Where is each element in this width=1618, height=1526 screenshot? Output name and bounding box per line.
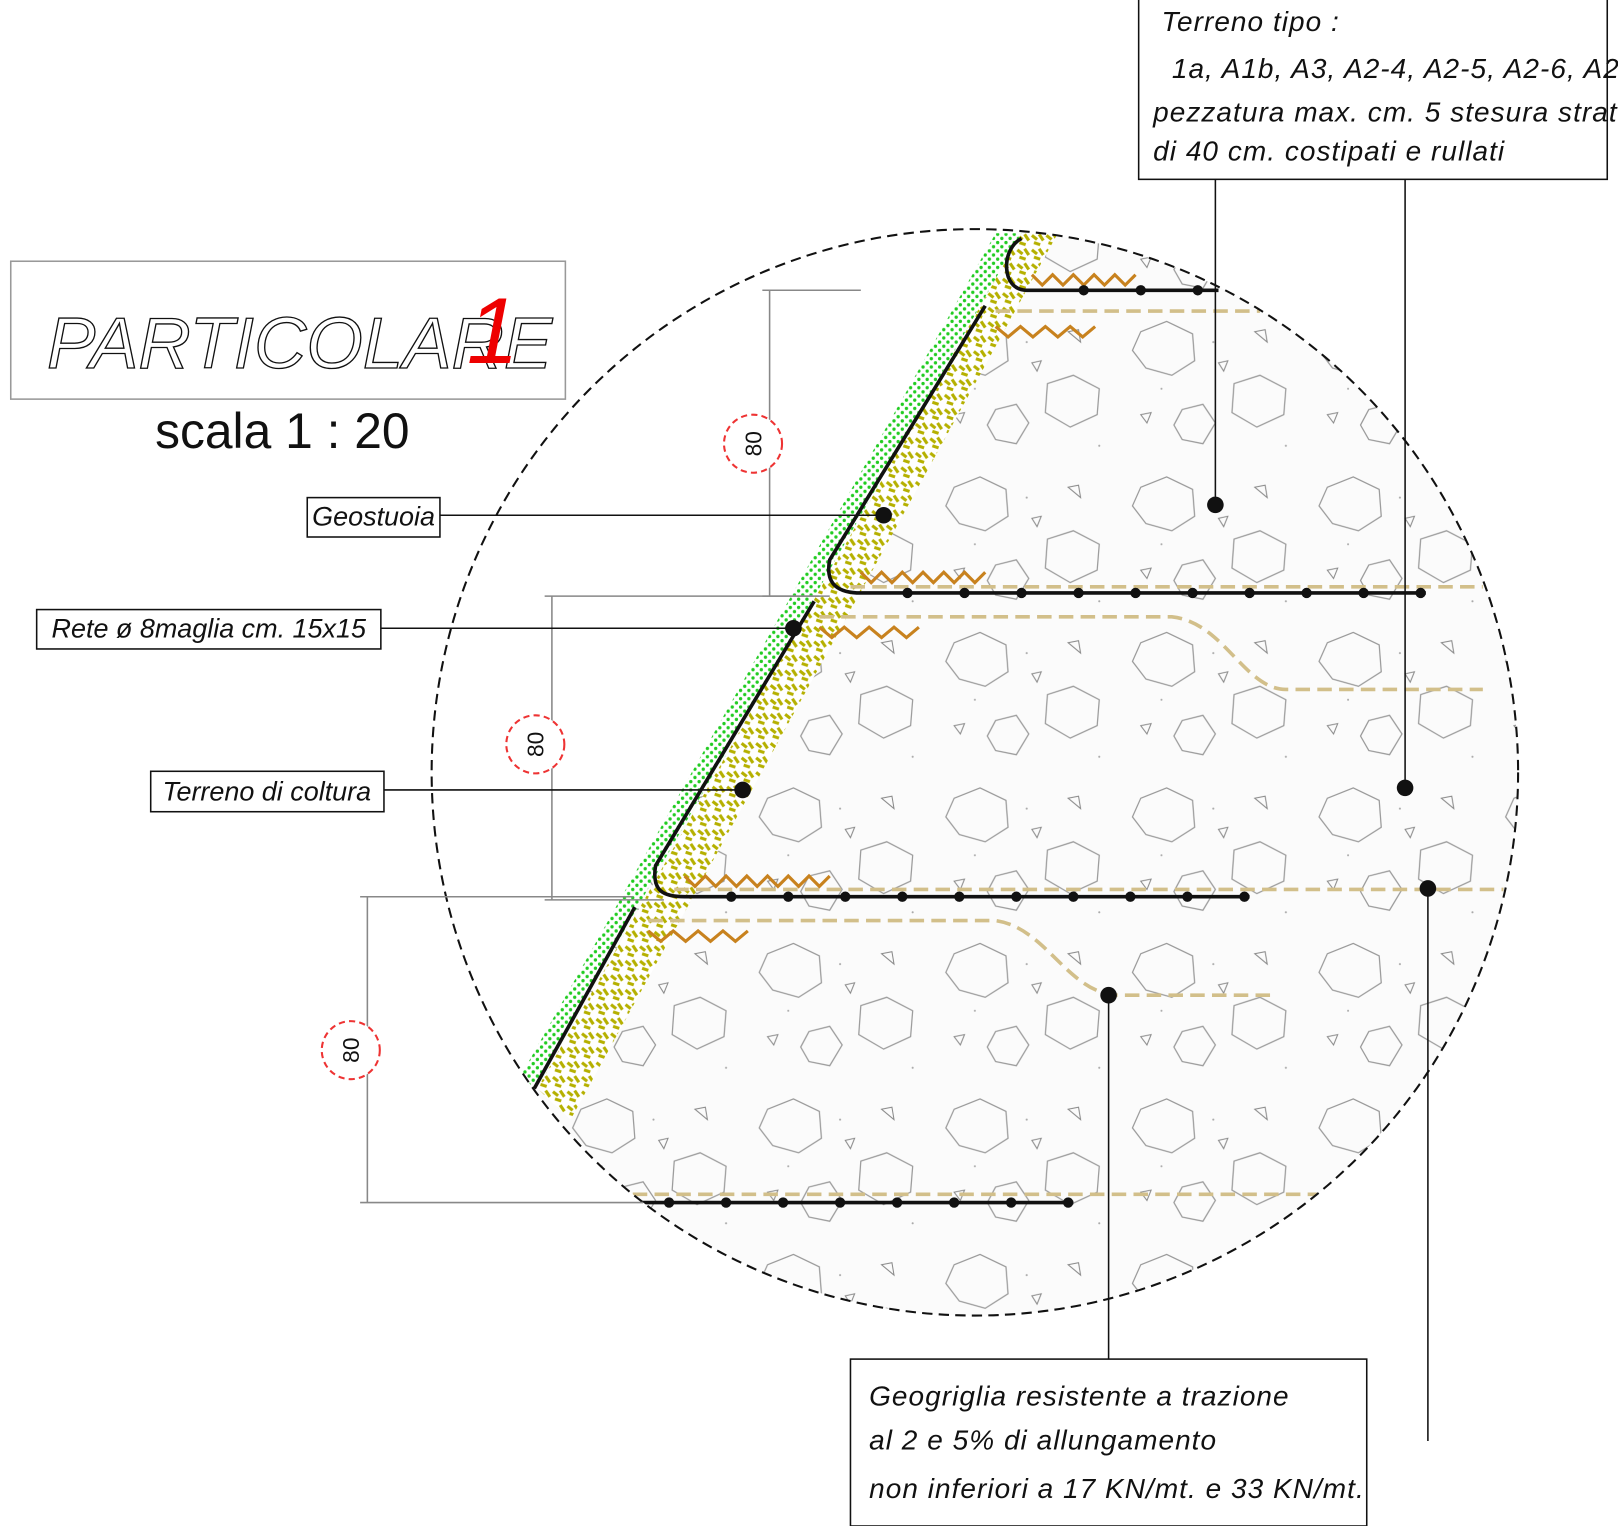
note-line: non inferiori a 17 KN/mt. e 33 KN/mt. [869, 1473, 1365, 1504]
dimension-label: 80 [740, 431, 766, 456]
note-line: Geogriglia resistente a trazione [869, 1381, 1290, 1412]
title-number: 1 [467, 279, 519, 383]
drawing: 80 80 80 PARTICOLARE 1 scala 1 : 20 Geos… [0, 0, 1618, 1526]
note-line: di 40 cm. costipati e rullati [1153, 136, 1505, 167]
note-line: Terreno tipo : [1161, 6, 1339, 37]
note-line: 1a, A1b, A3, A2-4, A2-5, A2-6, A2-7 [1172, 53, 1618, 84]
label: Terreno di coltura [162, 776, 371, 806]
note-line: al 2 e 5% di allungamento [869, 1424, 1217, 1455]
label: Geostuoia [312, 502, 435, 532]
dimension-label: 80 [523, 732, 549, 757]
scale: scala 1 : 20 [155, 403, 409, 459]
note-line: pezzatura max. cm. 5 stesura strati [1152, 96, 1618, 127]
dimension-label: 80 [338, 1037, 364, 1062]
label: Rete ø 8maglia cm. 15x15 [52, 614, 367, 644]
